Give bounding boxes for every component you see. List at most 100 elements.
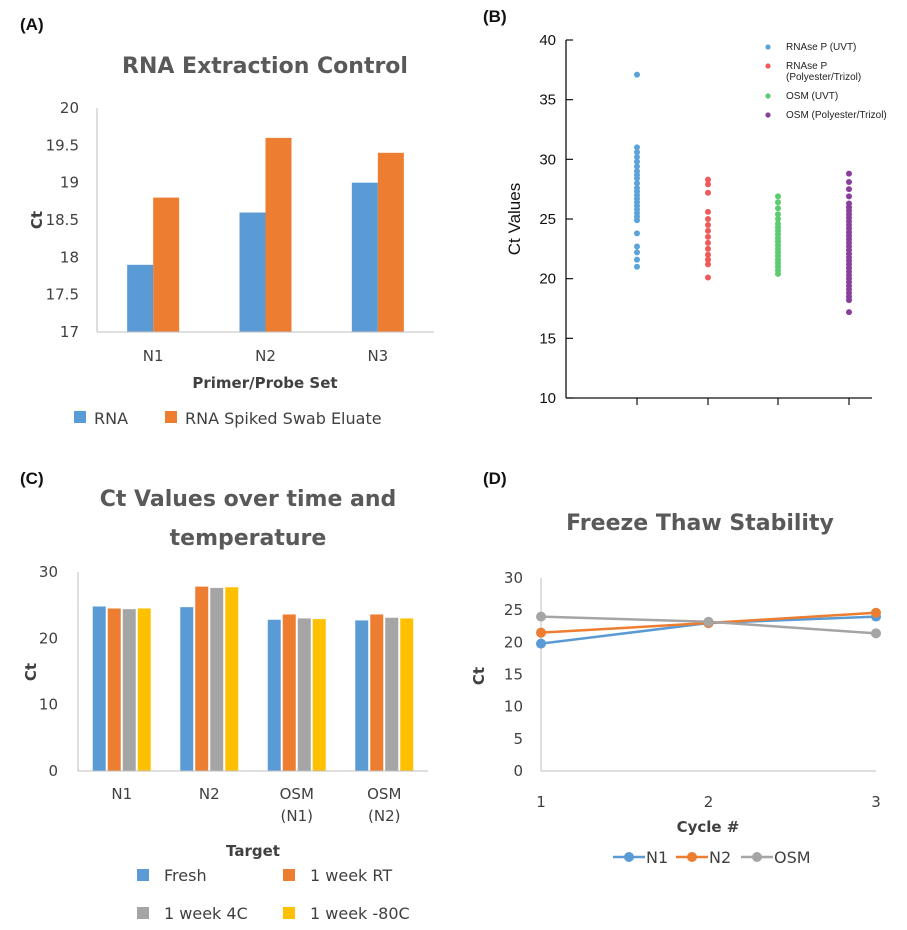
panel-c: (C) Ct Values over time and temperature …: [20, 469, 428, 923]
panel-d-legend-label-0: N1: [646, 848, 668, 867]
panel-c-y-tick-1: 10: [39, 696, 58, 714]
panel-b-y-tick-5: 35: [539, 92, 556, 109]
panel-b-y-label: Ct Values: [505, 183, 524, 255]
panel-c-legend-swatch-3: [283, 907, 295, 919]
panel-c-x-label: Target: [226, 842, 280, 860]
panel-c-bar-15: [400, 618, 414, 771]
panel-c-x-tick-0-0: N1: [111, 785, 132, 803]
panel-b-point-8: [634, 175, 640, 182]
panel-d-x-tick-0: 1: [536, 793, 546, 811]
panel-c-label: (C): [20, 469, 44, 488]
panel-d-y-label: Ct: [470, 667, 488, 685]
panel-b-point-58: [775, 270, 781, 277]
panel-c-y-label: Ct: [22, 663, 40, 681]
panel-b-point-24: [634, 263, 640, 270]
panel-c-legend-label-0: Fresh: [164, 866, 207, 885]
panel-a-title: RNA Extraction Control: [122, 54, 408, 79]
panel-b-y-tick-1: 15: [539, 330, 556, 347]
panel-b-point-4: [634, 158, 640, 165]
panel-d-y-tick-6: 30: [504, 569, 523, 587]
panel-b-legend-label-0-0: RNAse P (UVT): [786, 42, 856, 53]
panel-b-legend-label-1-0: RNAse P: [786, 61, 827, 72]
panel-b-point-34: [705, 245, 711, 252]
panel-d-y-ticks: 0 5 10 15 20 25 30: [504, 569, 523, 780]
panel-b-point-1: [634, 144, 640, 151]
panel-d-x-tick-2: 3: [871, 793, 881, 811]
panel-b-legend-label-3-0: OSM (Polyester/Trizol): [786, 110, 887, 121]
panel-a-x-ticks: N1 N2 N3: [143, 347, 388, 365]
panel-c-bar-14: [385, 617, 399, 771]
panel-a-legend-label-0: RNA: [94, 409, 128, 428]
panel-d-marker-2-1: [703, 616, 714, 627]
panel-d-legend-marker-0: [624, 852, 634, 862]
panel-c-legend-swatch-0: [137, 869, 149, 881]
panel-c-bars: [92, 586, 414, 771]
panel-c-bar-6: [210, 587, 224, 771]
panel-c-title-line-2: temperature: [170, 526, 327, 551]
panel-c-bar-1: [107, 608, 121, 771]
panel-c-bar-3: [137, 608, 151, 771]
panel-a-y-tick-6: 20: [60, 99, 79, 117]
panel-b-point-35: [705, 251, 711, 258]
panel-b-point-25: [705, 176, 711, 183]
panel-b-point-5: [634, 163, 640, 170]
panel-a-y-tick-4: 19: [60, 174, 79, 192]
panel-c-legend: Fresh 1 week RT 1 week 4C 1 week -80C: [137, 866, 410, 923]
panel-c-x-tick-3-0: OSM: [367, 785, 401, 803]
panel-c-y-ticks: 0 10 20 30: [39, 563, 58, 780]
panel-c-bar-11: [312, 619, 326, 771]
panel-c-legend-swatch-1: [283, 869, 295, 881]
panel-c-bar-12: [355, 620, 369, 771]
panel-c-legend-label-1: 1 week RT: [310, 866, 392, 885]
panel-d-y-tick-4: 20: [504, 633, 523, 651]
panel-a-legend-label-1: RNA Spiked Swab Eluate: [185, 409, 382, 428]
panel-a-legend-swatch-0: [74, 411, 86, 423]
panel-b-point-42: [775, 211, 781, 218]
panel-c-title-line-1: Ct Values over time and: [100, 487, 397, 512]
panel-b-point-43: [775, 216, 781, 222]
panel-b-y-tick-4: 30: [539, 151, 556, 168]
panel-b-point-19: [634, 217, 640, 224]
panel-a: (A) RNA Extraction Control 1717.51818.51…: [20, 15, 434, 428]
panel-d-marker-1-0: [536, 627, 546, 638]
panel-b-point-20: [634, 230, 640, 237]
panel-b-point-9: [634, 180, 640, 187]
panel-b-point-40: [775, 199, 781, 206]
panel-b-y-tick-3: 25: [539, 211, 556, 228]
panel-a-bar-4: [351, 182, 378, 332]
panel-b-point-0: [634, 71, 640, 78]
panel-c-bar-9: [282, 614, 296, 771]
panel-c-x-ticks: N1 N2 OSM (N1) OSM (N2): [111, 785, 401, 825]
panel-b-point-3: [634, 153, 640, 160]
panel-d-legend: N1 N2 OSM: [613, 848, 811, 867]
panel-a-y-tick-2: 18: [60, 248, 79, 266]
panel-b-legend-marker-2: [765, 93, 771, 99]
panel-b-y-tick-0: 10: [539, 390, 556, 407]
panel-b-point-23: [634, 256, 640, 263]
panel-d-y-tick-2: 10: [504, 698, 523, 716]
panel-b-point-28: [705, 208, 711, 215]
panel-d-title: Freeze Thaw Stability: [566, 511, 834, 536]
panel-a-bar-5: [377, 152, 404, 332]
panel-b-point-29: [705, 216, 711, 222]
panel-c-legend-label-2: 1 week 4C: [164, 904, 248, 923]
panel-c-bar-2: [122, 609, 136, 771]
panel-a-bar-2: [239, 212, 266, 332]
panel-a-x-tick-2: N3: [367, 347, 388, 365]
panel-b-point-27: [705, 189, 711, 196]
panel-b-legend-marker-1: [765, 63, 771, 69]
panel-d-legend-marker-1: [687, 852, 697, 862]
panel-a-x-tick-0: N1: [143, 347, 164, 365]
panel-b-label: (B): [483, 7, 507, 26]
panel-a-y-tick-1: 17.5: [46, 286, 79, 304]
panel-c-bar-7: [225, 587, 239, 771]
panel-b-point-31: [705, 227, 711, 234]
panel-b-point-37: [705, 261, 711, 268]
panel-c-bar-13: [370, 614, 384, 771]
panel-b-legend-label-2-0: OSM (UVT): [786, 91, 838, 102]
panel-d-marker-2-0: [536, 611, 546, 622]
panel-d-legend-label-2: OSM: [774, 848, 811, 867]
panel-c-bar-10: [297, 618, 311, 771]
panel-c-y-tick-3: 30: [39, 563, 58, 581]
